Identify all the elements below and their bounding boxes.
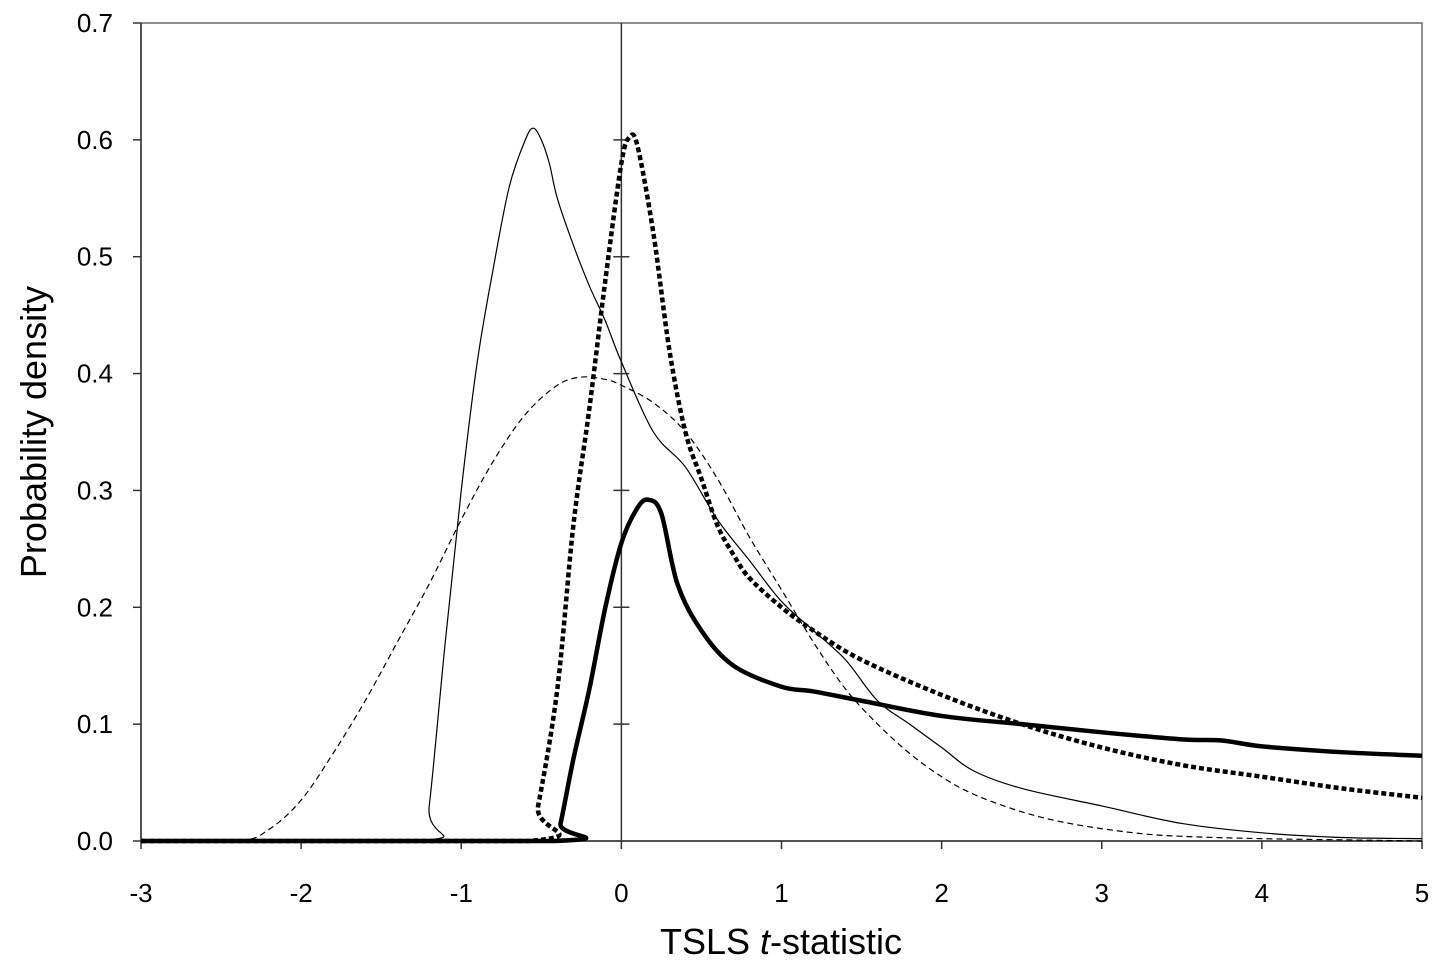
x-axis-title-suffix: -statistic [770, 921, 902, 960]
y-tick-label: 0.1 [77, 709, 113, 739]
y-tick-label: 0.2 [77, 592, 113, 622]
density-curve-thick-solid [140, 497, 1423, 844]
plot-frame [140, 22, 1423, 842]
x-tick-label: 1 [774, 878, 788, 908]
series-layer [140, 127, 1423, 844]
y-tick-label: 0.0 [77, 826, 113, 856]
x-tick-label: -3 [129, 878, 152, 908]
y-tick-label: 0.3 [77, 475, 113, 505]
x-axis: -3 -2 -1 0 1 2 3 4 5 [129, 840, 1429, 908]
y-tick-label: 0.7 [77, 8, 113, 38]
y-tick-label: 0.5 [77, 242, 113, 272]
x-tick-label: 3 [1095, 878, 1109, 908]
density-curve-thin-solid [140, 127, 1423, 842]
x-axis-title: TSLS t-statistic [660, 921, 902, 960]
x-tick-label: 2 [934, 878, 948, 908]
inner-tick-marks [613, 139, 630, 725]
x-tick-label: -2 [290, 878, 313, 908]
x-axis-title-prefix: TSLS [660, 921, 760, 960]
x-tick-label: 5 [1415, 878, 1429, 908]
y-tick-label: 0.4 [77, 359, 113, 389]
y-axis-title: Probability density [13, 286, 54, 578]
density-curve-thick-dotted [140, 132, 1423, 844]
y-tick-label: 0.6 [77, 125, 113, 155]
x-axis-title-italic: t [760, 921, 772, 960]
y-axis: 0.0 0.1 0.2 0.3 0.4 0.5 0.6 0.7 [77, 8, 142, 856]
x-tick-label: 0 [614, 878, 628, 908]
x-tick-label: 4 [1255, 878, 1269, 908]
density-curve-thin-dashed [140, 376, 1423, 842]
x-tick-label: -1 [450, 878, 473, 908]
